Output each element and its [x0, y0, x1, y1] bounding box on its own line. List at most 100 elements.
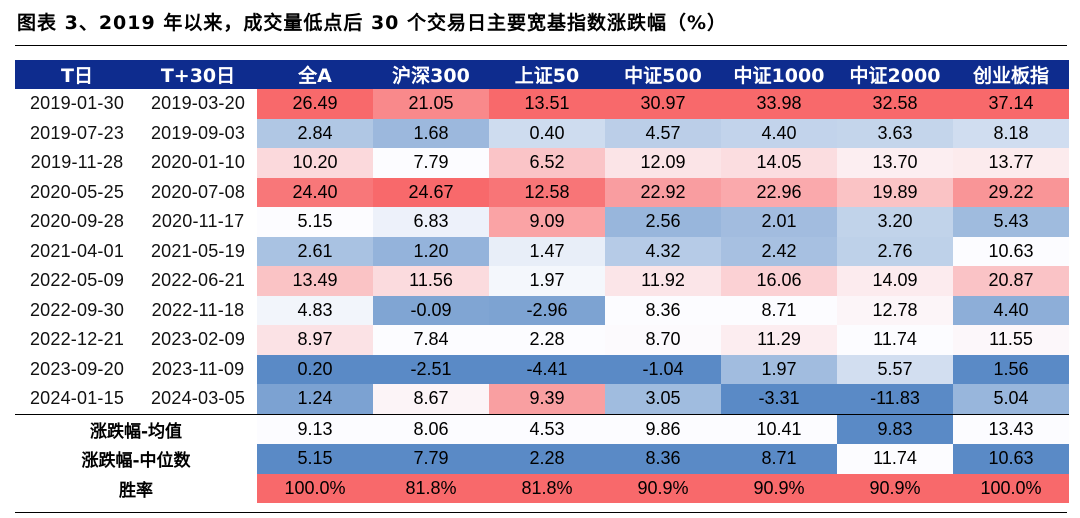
t30-date-cell: 2021-05-19: [150, 240, 246, 261]
summary-cell: 100.0%: [953, 473, 1069, 503]
return-cell: 3.05: [605, 384, 721, 414]
return-cell: 2.01: [721, 207, 837, 237]
header-all-a: 全A: [257, 60, 373, 89]
bottom-rule: [15, 512, 1067, 513]
t-date-cell: 2024-01-15: [29, 388, 125, 409]
t30-date-cell: 2020-11-17: [151, 211, 245, 232]
return-cell: 1.20: [373, 236, 489, 266]
return-cell: 1.56: [953, 354, 1069, 384]
return-cell: 10.20: [257, 148, 373, 178]
return-cell: 37.14: [953, 89, 1069, 119]
return-cell: 0.20: [257, 354, 373, 384]
return-cell: 11.74: [837, 325, 953, 355]
t-date-cell: 2022-12-21: [29, 329, 125, 350]
return-cell: 14.09: [837, 266, 953, 296]
return-cell: 29.22: [953, 177, 1069, 207]
table-row: 2020-05-25 2020-07-08 24.40 24.67 12.58 22.92…: [15, 177, 1069, 207]
return-cell: 1.68: [373, 118, 489, 148]
return-cell: -11.83: [837, 384, 953, 414]
t-date-cell: 2019-07-23: [29, 122, 125, 143]
return-cell: 1.97: [489, 266, 605, 296]
return-cell: 13.77: [953, 148, 1069, 178]
summary-cell: 2.28: [489, 444, 605, 474]
table-row: 2019-11-28 2020-01-10 10.20 7.79 6.52 12.09 14…: [15, 148, 1069, 178]
summary-cell: 9.83: [837, 413, 953, 444]
summary-cell: 13.43: [953, 413, 1069, 444]
top-rule: [15, 45, 1067, 46]
summary-row: 胜率 100.0% 81.8% 81.8% 90.9% 90.9% 90.9% 100.0%: [15, 473, 1069, 503]
header-t-date: T日: [15, 60, 139, 89]
summary-cell: 90.9%: [721, 473, 837, 503]
header-csi500: 中证500: [605, 60, 721, 89]
return-cell: 8.97: [257, 325, 373, 355]
summary-label: 胜率: [119, 480, 153, 501]
summary-cell: 81.8%: [373, 473, 489, 503]
index-return-table: T日 T+30日 全A 沪深300 上证50 中证500 中证1000 中证20…: [15, 60, 1069, 503]
summary-cell: 7.79: [373, 444, 489, 474]
return-cell: 12.78: [837, 295, 953, 325]
return-cell: 2.76: [837, 236, 953, 266]
return-cell: 2.56: [605, 207, 721, 237]
return-cell: 5.43: [953, 207, 1069, 237]
return-cell: -0.09: [373, 295, 489, 325]
return-cell: 6.52: [489, 148, 605, 178]
t30-date-cell: 2023-11-09: [151, 358, 245, 379]
return-cell: 8.70: [605, 325, 721, 355]
summary-label: 涨跌幅-中位数: [81, 451, 191, 472]
return-cell: 5.15: [257, 207, 373, 237]
return-cell: 21.05: [373, 89, 489, 119]
t30-date-cell: 2020-07-08: [150, 181, 246, 202]
t-date-cell: 2022-05-09: [29, 270, 125, 291]
summary-cell: 8.06: [373, 413, 489, 444]
return-cell: 0.40: [489, 118, 605, 148]
return-cell: 22.92: [605, 177, 721, 207]
header-csi300: 沪深300: [373, 60, 489, 89]
t-date-cell: 2019-11-28: [30, 152, 124, 173]
return-cell: 32.58: [837, 89, 953, 119]
table-row: 2020-09-28 2020-11-17 5.15 6.83 9.09 2.56 2.01…: [15, 207, 1069, 237]
return-cell: 5.57: [837, 354, 953, 384]
return-cell: -3.31: [721, 384, 837, 414]
summary-cell: 9.86: [605, 413, 721, 444]
table-row: 2022-09-30 2022-11-18 4.83 -0.09 -2.96 8.36 8.…: [15, 295, 1069, 325]
return-cell: 22.96: [721, 177, 837, 207]
t30-date-cell: 2023-02-09: [150, 329, 246, 350]
t-date-cell: 2023-09-20: [29, 358, 125, 379]
return-cell: 4.32: [605, 236, 721, 266]
summary-row: 涨跌幅-均值 9.13 8.06 4.53 9.86 10.41 9.83 13.43: [15, 413, 1069, 444]
header-chinext: 创业板指: [953, 60, 1069, 89]
return-cell: 8.67: [373, 384, 489, 414]
return-cell: 12.09: [605, 148, 721, 178]
return-cell: 11.29: [721, 325, 837, 355]
table-header-row: T日 T+30日 全A 沪深300 上证50 中证500 中证1000 中证20…: [15, 60, 1069, 89]
table-row: 2019-07-23 2019-09-03 2.84 1.68 0.40 4.57 4.40…: [15, 118, 1069, 148]
t-date-cell: 2020-05-25: [29, 181, 125, 202]
return-cell: 11.55: [953, 325, 1069, 355]
t-date-cell: 2020-09-28: [29, 211, 125, 232]
return-cell: 7.79: [373, 148, 489, 178]
return-cell: 13.70: [837, 148, 953, 178]
return-cell: 1.24: [257, 384, 373, 414]
return-cell: 2.84: [257, 118, 373, 148]
table-row: 2022-12-21 2023-02-09 8.97 7.84 2.28 8.70 11.2…: [15, 325, 1069, 355]
return-cell: 19.89: [837, 177, 953, 207]
return-cell: 13.49: [257, 266, 373, 296]
return-cell: 24.67: [373, 177, 489, 207]
return-cell: 9.09: [489, 207, 605, 237]
return-cell: 7.84: [373, 325, 489, 355]
t-date-cell: 2019-01-30: [29, 93, 125, 114]
return-cell: 5.04: [953, 384, 1069, 414]
header-sse50: 上证50: [489, 60, 605, 89]
summary-row: 涨跌幅-中位数 5.15 7.79 2.28 8.36 8.71 11.74 10.63: [15, 444, 1069, 474]
table-row: 2019-01-30 2019-03-20 26.49 21.05 13.51 30.97…: [15, 89, 1069, 119]
summary-cell: 8.36: [605, 444, 721, 474]
return-cell: 8.18: [953, 118, 1069, 148]
summary-cell: 81.8%: [489, 473, 605, 503]
return-cell: 3.63: [837, 118, 953, 148]
t30-date-cell: 2019-09-03: [150, 122, 246, 143]
return-cell: 4.83: [257, 295, 373, 325]
summary-cell: 5.15: [257, 444, 373, 474]
return-cell: 2.61: [257, 236, 373, 266]
return-cell: 3.20: [837, 207, 953, 237]
table-row: 2021-04-01 2021-05-19 2.61 1.20 1.47 4.32 2.42…: [15, 236, 1069, 266]
